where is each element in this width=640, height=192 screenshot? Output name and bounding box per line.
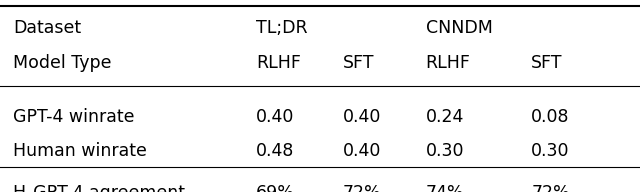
Text: GPT-4 winrate: GPT-4 winrate	[13, 108, 134, 126]
Text: SFT: SFT	[531, 54, 563, 72]
Text: Dataset: Dataset	[13, 19, 81, 37]
Text: 0.40: 0.40	[256, 108, 294, 126]
Text: 0.40: 0.40	[342, 108, 381, 126]
Text: 72%: 72%	[531, 184, 570, 192]
Text: 0.30: 0.30	[426, 142, 464, 160]
Text: Model Type: Model Type	[13, 54, 111, 72]
Text: RLHF: RLHF	[426, 54, 470, 72]
Text: RLHF: RLHF	[256, 54, 301, 72]
Text: 0.48: 0.48	[256, 142, 294, 160]
Text: 74%: 74%	[426, 184, 464, 192]
Text: CNNDM: CNNDM	[426, 19, 492, 37]
Text: H-GPT-4 agreement: H-GPT-4 agreement	[13, 184, 185, 192]
Text: 0.30: 0.30	[531, 142, 570, 160]
Text: 0.24: 0.24	[426, 108, 464, 126]
Text: 0.40: 0.40	[342, 142, 381, 160]
Text: Human winrate: Human winrate	[13, 142, 147, 160]
Text: 72%: 72%	[342, 184, 381, 192]
Text: 69%: 69%	[256, 184, 295, 192]
Text: TL;DR: TL;DR	[256, 19, 308, 37]
Text: 0.08: 0.08	[531, 108, 570, 126]
Text: SFT: SFT	[342, 54, 374, 72]
